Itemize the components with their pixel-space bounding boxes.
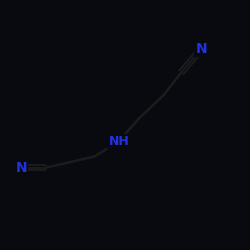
Text: N: N: [196, 42, 207, 56]
Text: N: N: [16, 160, 27, 174]
Text: NH: NH: [108, 135, 129, 148]
